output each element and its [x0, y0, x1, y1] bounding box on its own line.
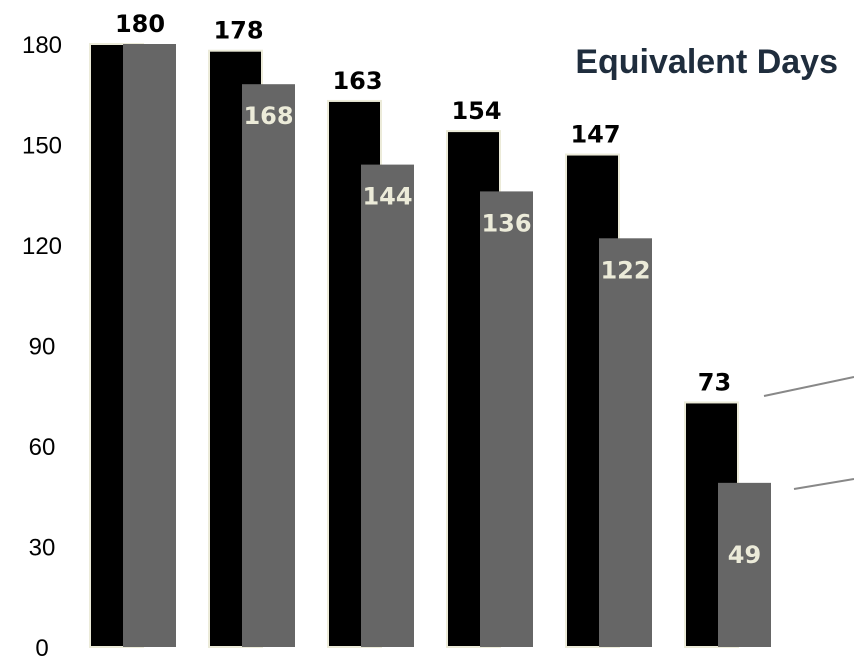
data-label-series-2: 49 [728, 541, 761, 569]
leader-line [793, 478, 854, 490]
bar-series-2 [480, 191, 533, 647]
y-tick-label: 90 [29, 334, 56, 361]
data-label-series-2: 144 [362, 183, 412, 211]
bar-series-2 [718, 482, 771, 647]
y-axis-ticks: 0 30 60 90 120 150 180 [22, 32, 62, 658]
y-tick-label: 30 [29, 535, 56, 562]
leader-lines [763, 376, 854, 490]
data-label-series-2: 168 [243, 102, 293, 130]
y-tick-label: 180 [22, 32, 62, 59]
y-tick-label: 0 [35, 635, 48, 658]
bars [89, 43, 771, 649]
y-tick-label: 120 [22, 233, 62, 260]
bar-series-2 [361, 164, 414, 647]
data-label-series-1: 73 [698, 368, 731, 396]
data-label-series-1: 180 [115, 10, 165, 38]
bar-series-2 [123, 44, 176, 647]
bar-series-2 [242, 84, 295, 647]
data-label-series-1: 147 [570, 121, 620, 149]
bar-series-2 [599, 238, 652, 648]
data-labels: 180 178 168 163 144 154 136 147 122 73 49 [115, 10, 761, 569]
leader-line [763, 376, 854, 397]
data-label-series-2: 136 [481, 209, 531, 237]
data-label-series-1: 154 [451, 97, 501, 125]
data-label-series-1: 178 [213, 17, 263, 45]
data-label-series-2: 122 [600, 256, 650, 284]
data-label-series-1: 163 [332, 67, 382, 95]
y-tick-label: 150 [22, 133, 62, 160]
chart-title: Equivalent Days [575, 43, 838, 81]
y-tick-label: 60 [29, 434, 56, 461]
